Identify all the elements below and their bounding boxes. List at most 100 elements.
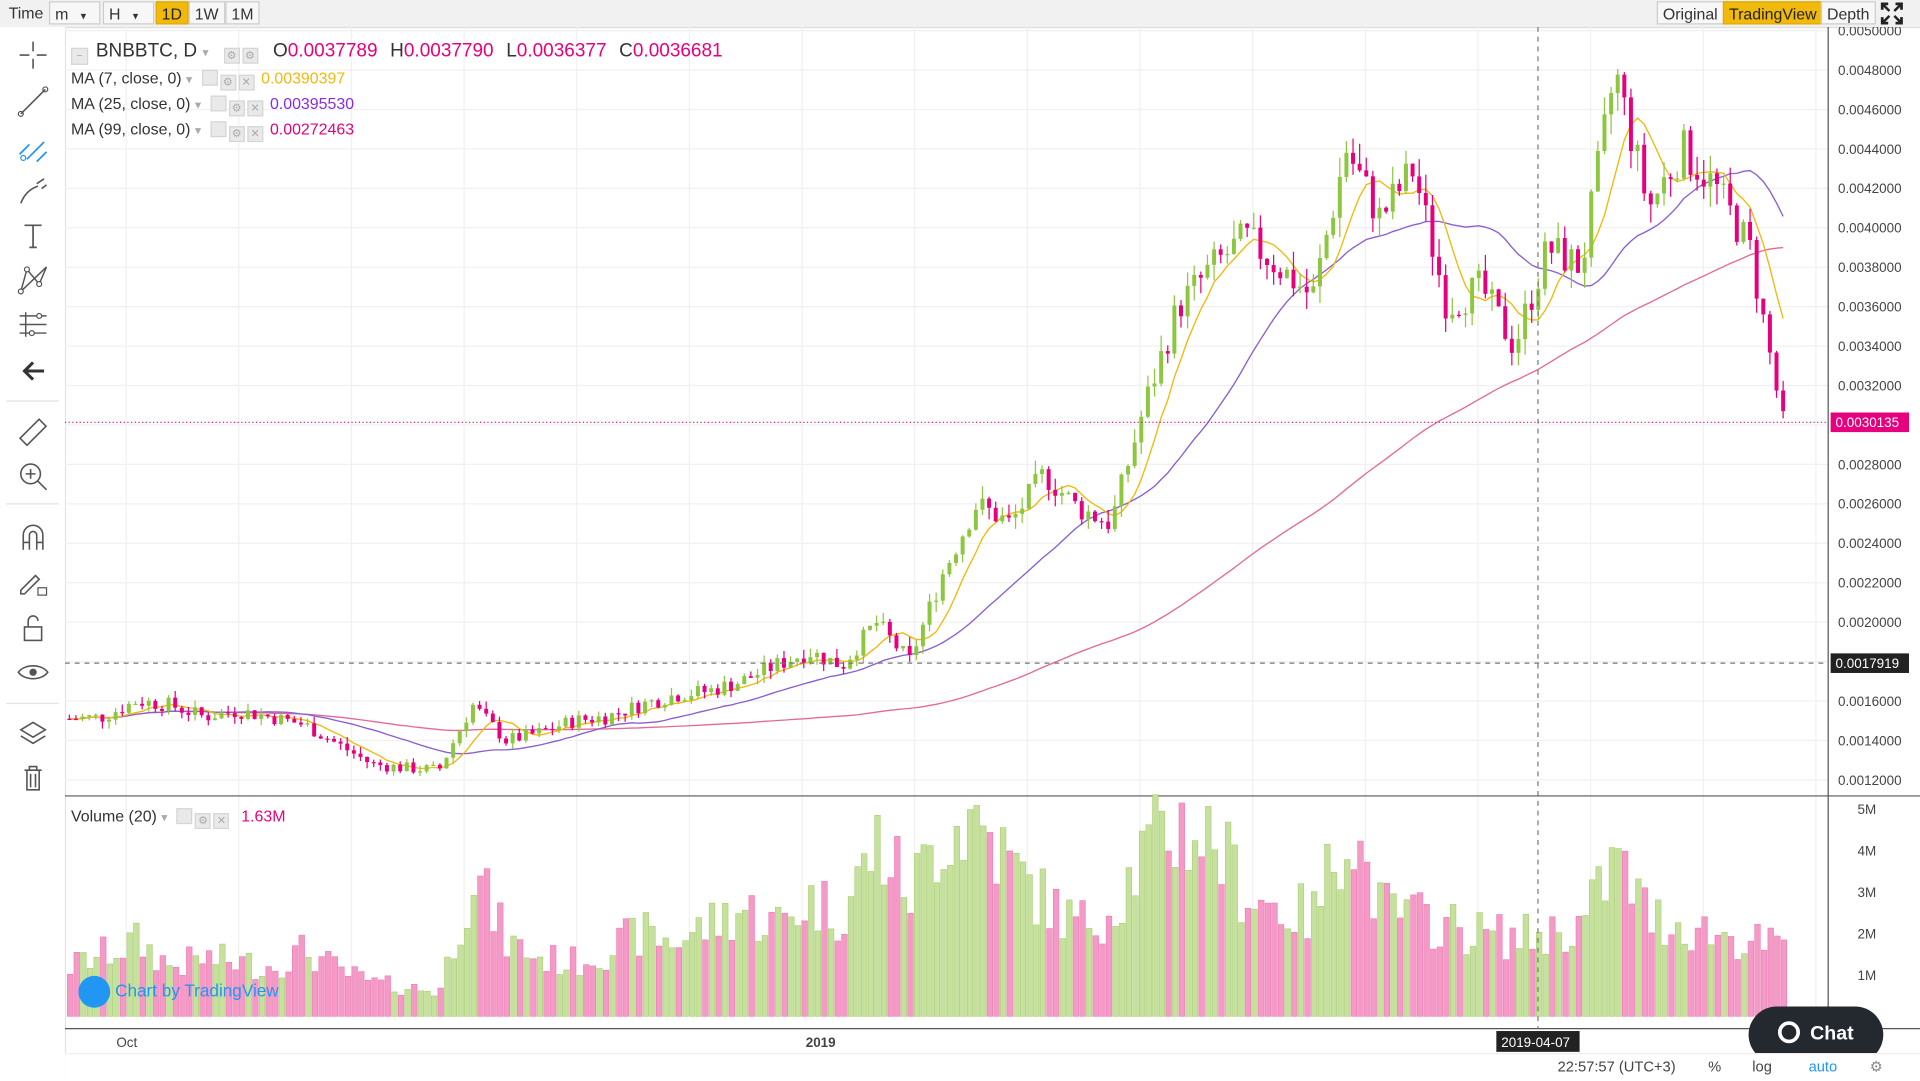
pattern-icon[interactable] — [15, 262, 52, 299]
candle — [259, 708, 264, 726]
candle-body — [404, 762, 409, 772]
price-chart[interactable]: 0.00120000.00140000.00160000.00180000.00… — [64, 26, 1920, 1053]
chevron-down-icon[interactable]: ▾ — [202, 46, 209, 61]
volume-bar — [1780, 939, 1788, 1017]
candle-body — [563, 717, 568, 727]
close-icon[interactable]: ✕ — [238, 74, 255, 91]
zoom-in-icon[interactable] — [15, 458, 52, 495]
eye-icon[interactable] — [210, 121, 227, 138]
text-icon[interactable] — [15, 218, 52, 255]
candle — [1265, 257, 1269, 280]
volume-tick-label: 5M — [1858, 802, 1877, 817]
candle — [219, 709, 224, 720]
candle-body — [1582, 257, 1587, 273]
hour-select[interactable]: H — [102, 1, 155, 25]
candle — [920, 621, 925, 654]
candle-body — [649, 700, 654, 702]
interval-1d-button[interactable]: 1D — [155, 1, 189, 25]
candle — [457, 729, 462, 746]
volume-bar — [1185, 869, 1192, 1017]
candle-body — [861, 629, 866, 656]
gear-icon[interactable]: ⚙ — [1869, 1057, 1883, 1076]
candle — [1503, 292, 1508, 341]
fib-retracement-icon[interactable] — [15, 130, 52, 167]
candle-body — [1126, 465, 1131, 475]
eye-icon[interactable] — [15, 654, 52, 691]
interval-1w-button[interactable]: 1W — [188, 1, 225, 25]
trash-icon[interactable] — [15, 759, 52, 796]
price-tick-label: 0.0038000 — [1838, 260, 1902, 275]
settings-icon[interactable]: ⚙ — [228, 100, 245, 117]
candle — [338, 738, 343, 750]
layers-icon[interactable] — [15, 715, 52, 752]
candle-body — [1324, 234, 1329, 259]
volume-bar — [172, 966, 180, 1017]
candle — [1364, 157, 1369, 177]
volume-bar — [662, 937, 669, 1017]
settings-icon[interactable]: ⚙ — [219, 74, 236, 91]
magnet-icon[interactable] — [15, 519, 52, 556]
unlock-icon[interactable] — [15, 610, 52, 647]
price-tick-label: 0.0032000 — [1838, 378, 1902, 393]
candle-body — [695, 685, 700, 697]
candle — [1516, 324, 1521, 366]
minute-select[interactable]: m — [48, 1, 101, 25]
collapse-icon[interactable]: − — [71, 47, 89, 65]
candle — [874, 615, 879, 632]
trend-line-icon[interactable] — [15, 83, 52, 120]
candle — [709, 684, 714, 696]
prediction-icon[interactable] — [15, 306, 52, 343]
volume-bar — [1416, 892, 1424, 1017]
log-toggle[interactable]: log — [1752, 1057, 1772, 1076]
candle — [490, 710, 495, 723]
brush-icon[interactable] — [15, 174, 52, 211]
tradingview-logo[interactable]: Chart by TradingView — [78, 975, 279, 1009]
volume-bar — [1264, 902, 1271, 1017]
candle-body — [358, 753, 363, 757]
close-icon[interactable]: ✕ — [247, 100, 264, 117]
candle-body — [1344, 152, 1349, 177]
ruler-icon[interactable] — [15, 414, 52, 451]
view-original-button[interactable]: Original — [1656, 1, 1724, 25]
settings-icon[interactable]: ⚙ — [195, 813, 212, 829]
settings-icon[interactable]: ⚙ — [223, 47, 240, 64]
interval-1m-button[interactable]: 1M — [225, 1, 260, 25]
candle-body — [140, 703, 145, 706]
lock-drawing-icon[interactable] — [15, 563, 52, 600]
volume-bar — [1052, 888, 1060, 1017]
view-depth-button[interactable]: Depth — [1820, 1, 1876, 25]
tradingview-cloud-icon — [78, 976, 111, 1009]
candle-body — [1576, 249, 1580, 273]
volume-bar — [1516, 948, 1523, 1017]
crosshair-icon[interactable] — [15, 37, 52, 74]
candle — [1185, 272, 1190, 329]
volume-bar — [1205, 806, 1212, 1017]
close-icon[interactable]: ✕ — [247, 126, 264, 143]
candle-body — [715, 688, 720, 695]
candle — [603, 712, 608, 728]
auto-toggle[interactable]: auto — [1808, 1057, 1838, 1076]
percent-toggle[interactable]: % — [1708, 1057, 1722, 1076]
candle — [854, 650, 859, 667]
volume-tick-label: 3M — [1858, 885, 1877, 900]
volume-bar — [775, 906, 782, 1017]
view-tradingview-button[interactable]: TradingView — [1722, 1, 1823, 25]
candle-body — [1132, 442, 1137, 466]
eye-icon[interactable] — [176, 808, 193, 825]
candle — [609, 712, 614, 726]
back-arrow-icon[interactable] — [15, 353, 52, 390]
volume-bar — [636, 955, 643, 1017]
close-icon[interactable]: ✕ — [213, 813, 230, 829]
volume-bar — [576, 975, 583, 1017]
ma7-line — [69, 117, 1784, 770]
candle — [649, 699, 654, 707]
fullscreen-icon[interactable] — [1880, 2, 1904, 25]
settings-icon[interactable]: ⚙ — [228, 126, 245, 143]
candle — [841, 662, 846, 674]
volume-bar — [1489, 930, 1496, 1017]
candle-body — [537, 728, 542, 734]
settings-icon[interactable]: ⚙ — [242, 47, 258, 64]
eye-icon[interactable] — [201, 69, 218, 86]
volume-bar — [411, 983, 418, 1017]
eye-icon[interactable] — [210, 95, 227, 112]
